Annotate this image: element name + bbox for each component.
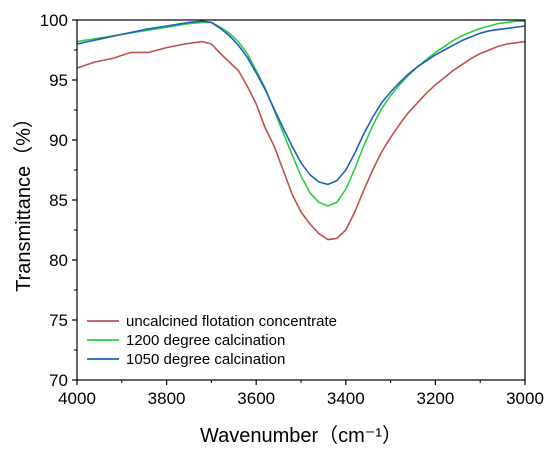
- series-lines: [76, 20, 526, 241]
- legend-label: 1200 degree calcination: [126, 332, 285, 349]
- x-tick-label: 3000: [506, 389, 544, 408]
- legend: uncalcined flotation concentrate 1200 deg…: [87, 313, 337, 368]
- x-tick-label: 3200: [416, 389, 454, 408]
- series-line-2: [76, 20, 525, 207]
- y-tick-label: 85: [49, 191, 68, 210]
- y-tick-label: 95: [49, 71, 68, 90]
- y-tick-label: 100: [40, 11, 68, 30]
- legend-label: uncalcined flotation concentrate: [126, 313, 337, 330]
- y-axis: 70 75 80 85 90 95 100: [40, 11, 77, 390]
- y-axis-title: Transmittance（%）: [12, 108, 35, 292]
- y-tick-label: 75: [49, 311, 68, 330]
- y-tick-label: 90: [49, 131, 68, 150]
- y-tick-label: 70: [49, 371, 68, 390]
- x-tick-label: 3800: [148, 389, 186, 408]
- x-axis-title: Wavenumber（cm⁻¹）: [200, 424, 402, 447]
- x-tick-label: 3600: [237, 389, 275, 408]
- series-line-1: [76, 40, 526, 241]
- x-tick-label: 4000: [58, 389, 96, 408]
- y-tick-label: 80: [49, 251, 68, 270]
- x-axis: 4000 3800 3600 3400 3200 3000: [58, 380, 544, 408]
- series-line-3: [76, 20, 526, 186]
- x-tick-label: 3400: [327, 389, 365, 408]
- legend-label: 1050 degree calcination: [126, 351, 285, 368]
